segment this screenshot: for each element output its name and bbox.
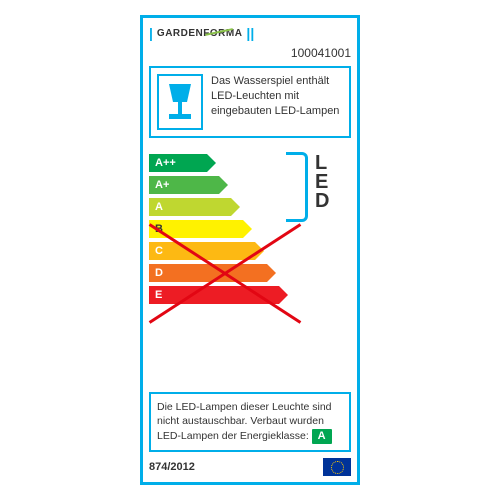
energy-arrow-Aplus: A+ (149, 176, 219, 194)
energy-arrow-B: B (149, 220, 243, 238)
led-label: L E D (315, 154, 329, 211)
energy-arrows: A++ A+ ABCDE (149, 154, 299, 304)
pipe-decor: || (246, 26, 254, 40)
energy-arrow-E: E (149, 286, 279, 304)
energy-arrow-Aplusplus: A++ (149, 154, 207, 172)
description-box: Das Wasserspiel enthält LED-Leuchten mit… (149, 66, 351, 138)
bottom-text: Die LED-Lampen dieser Leuchte sind nicht… (157, 401, 332, 441)
lamp-icon (163, 80, 197, 124)
energy-scale: A++A+ABCDE L E D (149, 148, 351, 392)
energy-label: | GARDENFORMA || 100041001 Das Wasserspi… (140, 15, 360, 485)
energy-arrow-A: A (149, 198, 231, 216)
energy-arrow-C: C (149, 242, 255, 260)
regulation-number: 874/2012 (149, 461, 195, 473)
led-letter-d: D (315, 192, 329, 211)
brand-row: | GARDENFORMA || (149, 24, 351, 44)
bottom-info-box: Die LED-Lampen dieser Leuchte sind nicht… (149, 392, 351, 452)
footer: 874/2012 (149, 456, 351, 476)
description-text: Das Wasserspiel enthält LED-Leuchten mit… (211, 74, 343, 130)
led-bracket (286, 152, 308, 222)
brand-name: GARDENFORMA (157, 28, 243, 39)
pipe-decor: | (149, 26, 153, 40)
eu-flag-icon (323, 458, 351, 476)
energy-arrow-D: D (149, 264, 267, 282)
energy-class-badge: A (312, 429, 332, 444)
lamp-icon-box (157, 74, 203, 130)
model-number: 100041001 (149, 44, 351, 66)
